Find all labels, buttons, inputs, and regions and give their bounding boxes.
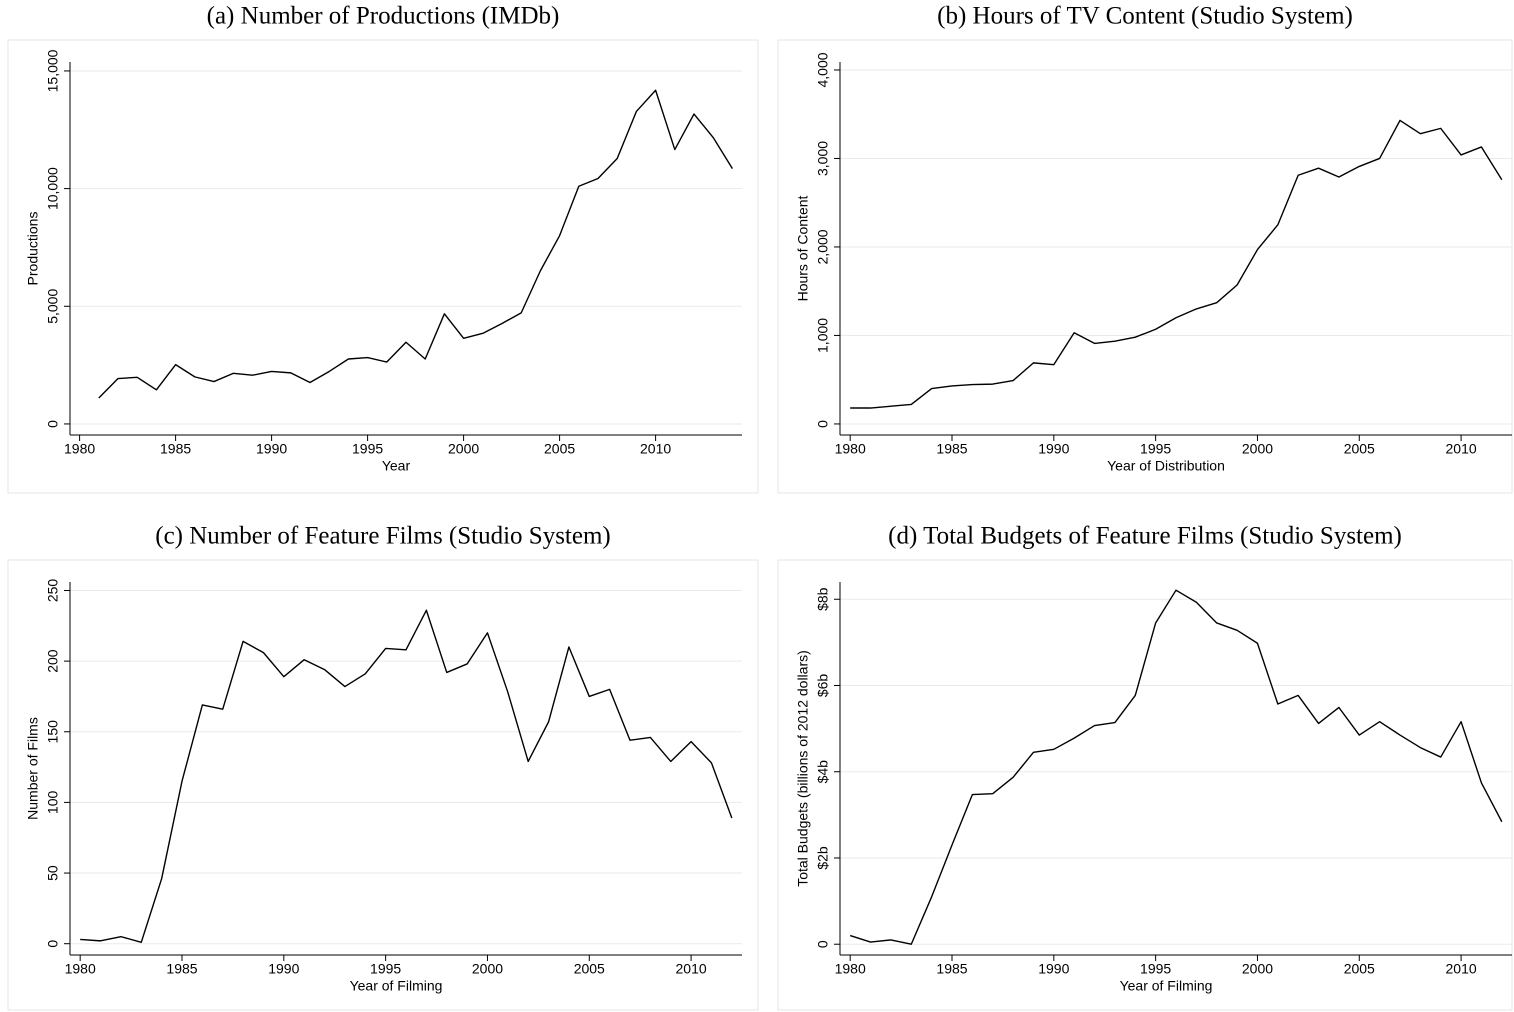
x-tick-label: 1980 — [835, 961, 866, 977]
x-tick-label: 1985 — [160, 441, 191, 457]
x-axis-title: Year — [382, 458, 411, 474]
y-tick-label: $4b — [815, 760, 831, 784]
x-tick-label: 1980 — [65, 961, 96, 977]
x-axis-title: Year of Filming — [350, 978, 443, 994]
panel-title: (b) Hours of TV Content (Studio System) — [937, 3, 1353, 30]
x-tick-label: 2000 — [1242, 961, 1273, 977]
y-tick-label: 0 — [815, 420, 831, 428]
x-tick-label: 2000 — [448, 441, 479, 457]
data-line — [850, 119, 1503, 409]
y-axis-title: Number of Films — [25, 717, 41, 820]
x-tick-label: 1985 — [936, 961, 967, 977]
data-line — [849, 589, 1503, 945]
x-tick-label: 2005 — [574, 961, 605, 977]
x-axis-title: Year of Distribution — [1107, 458, 1225, 474]
y-tick-label: $8b — [815, 587, 831, 611]
x-axis-title: Year of Filming — [1120, 978, 1213, 994]
y-tick-label: 10,000 — [45, 167, 61, 210]
data-line — [80, 609, 733, 943]
x-tick-label: 1990 — [1038, 441, 1069, 457]
y-axis-title: Total Budgets (billions of 2012 dollars) — [795, 650, 811, 887]
y-tick-label: $2b — [815, 846, 831, 870]
y-tick-label: 0 — [45, 420, 61, 428]
x-tick-label: 1985 — [166, 961, 197, 977]
y-tick-label: 1,000 — [815, 318, 831, 353]
x-tick-label: 2010 — [676, 961, 707, 977]
y-tick-label: 200 — [45, 649, 61, 673]
x-tick-label: 1980 — [64, 441, 95, 457]
x-tick-label: 2005 — [1344, 961, 1375, 977]
y-tick-label: 3,000 — [815, 141, 831, 176]
y-tick-label: 0 — [815, 940, 831, 948]
x-tick-label: 1995 — [1140, 961, 1171, 977]
panel-title: (d) Total Budgets of Feature Films (Stud… — [888, 523, 1402, 550]
panel-frame — [777, 39, 1513, 494]
x-tick-label: 1990 — [256, 441, 287, 457]
x-tick-label: 1990 — [1038, 961, 1069, 977]
x-tick-label: 2010 — [640, 441, 671, 457]
panel-title: (c) Number of Feature Films (Studio Syst… — [155, 523, 611, 550]
x-tick-label: 2005 — [1344, 441, 1375, 457]
y-tick-label: 5,000 — [45, 289, 61, 324]
x-tick-label: 1995 — [370, 961, 401, 977]
panel-frame — [777, 559, 1513, 1011]
x-tick-label: 1995 — [352, 441, 383, 457]
y-axis-title: Hours of Content — [795, 195, 811, 301]
y-tick-label: 4,000 — [815, 52, 831, 87]
y-tick-label: 100 — [45, 791, 61, 815]
y-tick-label: 2,000 — [815, 229, 831, 264]
x-tick-label: 1990 — [268, 961, 299, 977]
panel-title: (a) Number of Productions (IMDb) — [207, 3, 560, 30]
y-tick-label: 250 — [45, 579, 61, 603]
y-tick-label: 50 — [45, 865, 61, 881]
x-tick-label: 2000 — [1242, 441, 1273, 457]
x-tick-label: 2005 — [544, 441, 575, 457]
x-tick-label: 1980 — [835, 441, 866, 457]
panel-frame — [7, 39, 759, 494]
data-line — [98, 89, 733, 399]
x-tick-label: 2000 — [472, 961, 503, 977]
x-tick-label: 1995 — [1140, 441, 1171, 457]
y-tick-label: 0 — [45, 940, 61, 948]
x-tick-label: 1985 — [936, 441, 967, 457]
y-tick-label: 15,000 — [45, 49, 61, 92]
y-axis-title: Productions — [25, 212, 41, 286]
y-tick-label: 150 — [45, 720, 61, 744]
y-tick-label: $6b — [815, 674, 831, 698]
x-tick-label: 2010 — [1446, 961, 1477, 977]
x-tick-label: 2010 — [1446, 441, 1477, 457]
panel-frame — [7, 559, 759, 1011]
